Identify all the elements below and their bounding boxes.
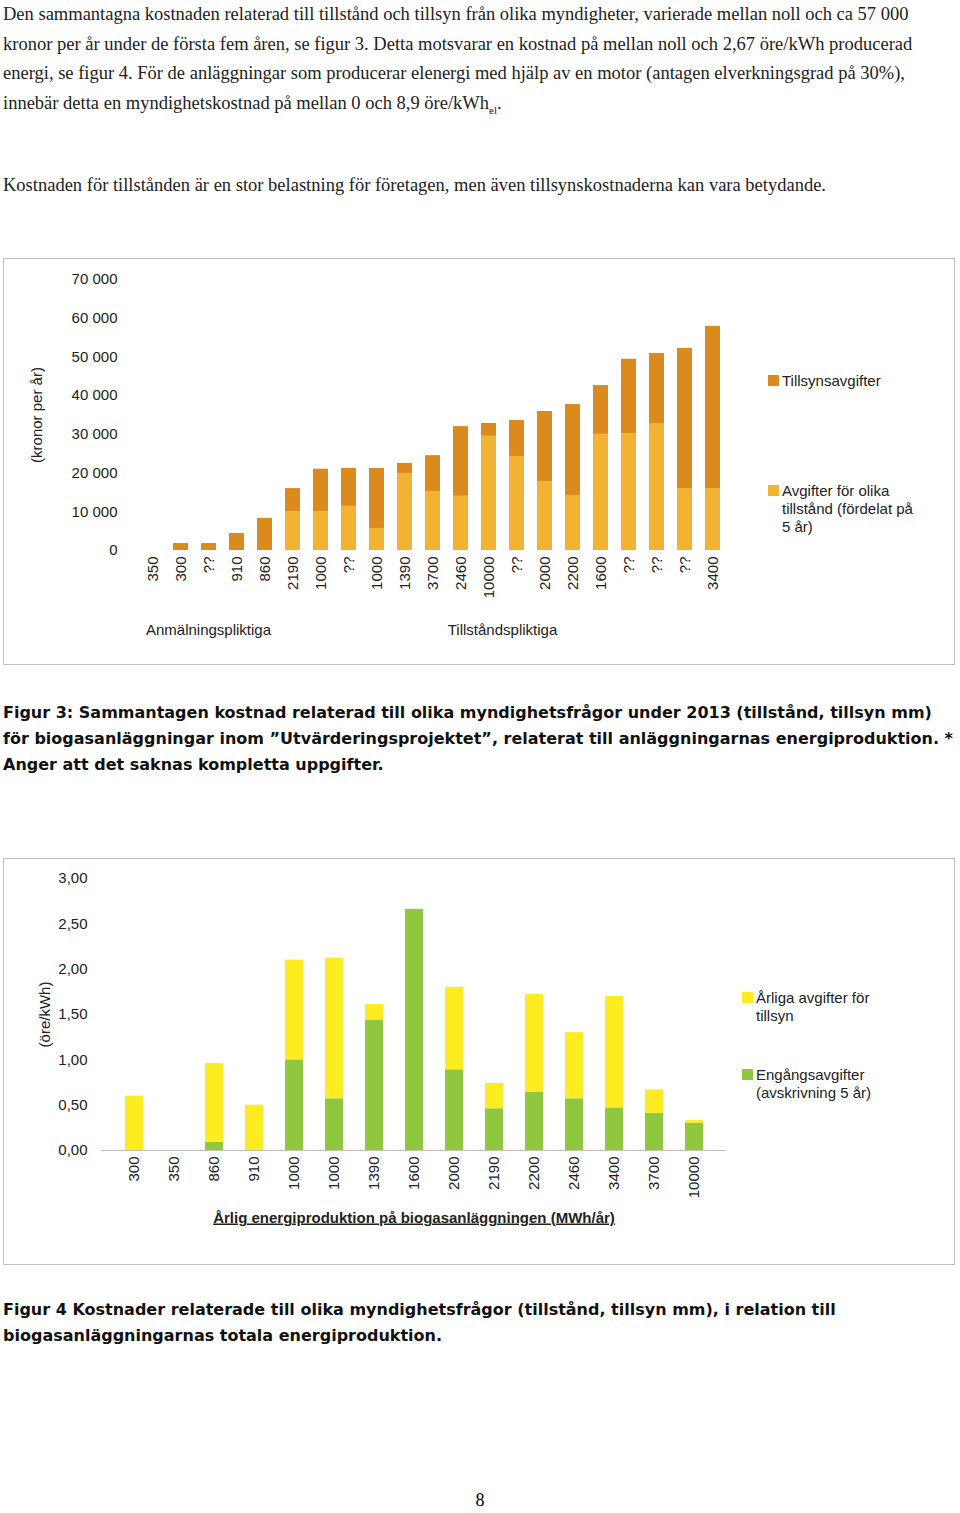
svg-text:300: 300 bbox=[125, 1157, 142, 1182]
svg-text:910: 910 bbox=[228, 557, 245, 582]
svg-text:2460: 2460 bbox=[452, 557, 469, 590]
svg-text:Tillståndspliktiga: Tillståndspliktiga bbox=[448, 621, 558, 638]
svg-text:Anmälningspliktiga: Anmälningspliktiga bbox=[146, 621, 272, 638]
svg-text:3400: 3400 bbox=[704, 557, 721, 590]
svg-text:1390: 1390 bbox=[365, 1157, 382, 1190]
svg-text:(kronor per år): (kronor per år) bbox=[28, 367, 45, 463]
svg-text:3,00: 3,00 bbox=[58, 869, 87, 886]
svg-text:??: ?? bbox=[200, 557, 217, 574]
html-text:Årliga avgifter för tillsyn: Årliga avgifter för tillsyn bbox=[756, 989, 870, 1024]
svg-text:1000: 1000 bbox=[312, 557, 329, 590]
svg-text:50 000: 50 000 bbox=[72, 348, 118, 365]
svg-text:10000: 10000 bbox=[685, 1157, 702, 1199]
html-text:Kostnaden för tillstånden är e: Kostnaden för tillstånden är en stor bel… bbox=[3, 175, 826, 195]
svg-text:(öre/kWh): (öre/kWh) bbox=[36, 982, 53, 1048]
svg-text:910: 910 bbox=[245, 1157, 262, 1182]
svg-text:10000: 10000 bbox=[480, 557, 497, 599]
svg-text:1390: 1390 bbox=[396, 557, 413, 590]
svg-text:Årlig energiproduktion på biog: Årlig energiproduktion på biogasanläggni… bbox=[213, 1209, 615, 1226]
svg-text:??: ?? bbox=[340, 557, 357, 574]
svg-text:2,50: 2,50 bbox=[58, 915, 87, 932]
svg-text:1,00: 1,00 bbox=[58, 1051, 87, 1068]
html-text:Den sammantagna kostnaden rela: Den sammantagna kostnaden relaterad till… bbox=[3, 4, 913, 116]
svg-text:2000: 2000 bbox=[445, 1157, 462, 1190]
html-text:Figur 3: Sammantagen kostnad r: Figur 3: Sammantagen kostnad relaterad t… bbox=[3, 703, 953, 774]
svg-text:860: 860 bbox=[205, 1157, 222, 1182]
svg-text:??: ?? bbox=[648, 557, 665, 574]
html-text:Avgifter för olika tillstånd (: Avgifter för olika tillstånd (fördelat p… bbox=[782, 482, 913, 535]
svg-text:??: ?? bbox=[676, 557, 693, 574]
svg-text:350: 350 bbox=[144, 557, 161, 582]
svg-text:30 000: 30 000 bbox=[72, 425, 118, 442]
svg-text:2200: 2200 bbox=[525, 1157, 542, 1190]
svg-text:2190: 2190 bbox=[485, 1157, 502, 1190]
svg-text:0,50: 0,50 bbox=[58, 1096, 87, 1113]
svg-text:2000: 2000 bbox=[536, 557, 553, 590]
svg-text:10 000: 10 000 bbox=[72, 503, 118, 520]
svg-text:??: ?? bbox=[620, 557, 637, 574]
svg-text:60 000: 60 000 bbox=[72, 309, 118, 326]
svg-text:1600: 1600 bbox=[405, 1157, 422, 1190]
svg-text:1,50: 1,50 bbox=[58, 1005, 87, 1022]
svg-text:1000: 1000 bbox=[285, 1157, 302, 1190]
svg-text:0: 0 bbox=[109, 541, 117, 558]
svg-text:1000: 1000 bbox=[325, 1157, 342, 1190]
svg-text:350: 350 bbox=[165, 1157, 182, 1182]
svg-text:40 000: 40 000 bbox=[72, 386, 118, 403]
html-text:Engångsavgifter (avskrivning 5: Engångsavgifter (avskrivning 5 år) bbox=[756, 1066, 871, 1101]
svg-text:2190: 2190 bbox=[284, 557, 301, 590]
svg-text:0,00: 0,00 bbox=[58, 1141, 87, 1158]
svg-text:1000: 1000 bbox=[368, 557, 385, 590]
svg-text:2,00: 2,00 bbox=[58, 960, 87, 977]
svg-text:3700: 3700 bbox=[424, 557, 441, 590]
svg-text:3400: 3400 bbox=[605, 1157, 622, 1190]
svg-text:2200: 2200 bbox=[564, 557, 581, 590]
svg-text:70 000: 70 000 bbox=[72, 270, 118, 287]
svg-text:20 000: 20 000 bbox=[72, 464, 118, 481]
svg-text:2460: 2460 bbox=[565, 1157, 582, 1190]
html-text:8: 8 bbox=[475, 1490, 485, 1510]
svg-text:3700: 3700 bbox=[645, 1157, 662, 1190]
html-text:Figur 4 Kostnader relaterade t: Figur 4 Kostnader relaterade till olika … bbox=[3, 1300, 836, 1345]
svg-text:1600: 1600 bbox=[592, 557, 609, 590]
svg-text:860: 860 bbox=[256, 557, 273, 582]
svg-text:??: ?? bbox=[508, 557, 525, 574]
svg-text:300: 300 bbox=[172, 557, 189, 582]
html-text:Tillsynsavgifter: Tillsynsavgifter bbox=[782, 372, 881, 389]
